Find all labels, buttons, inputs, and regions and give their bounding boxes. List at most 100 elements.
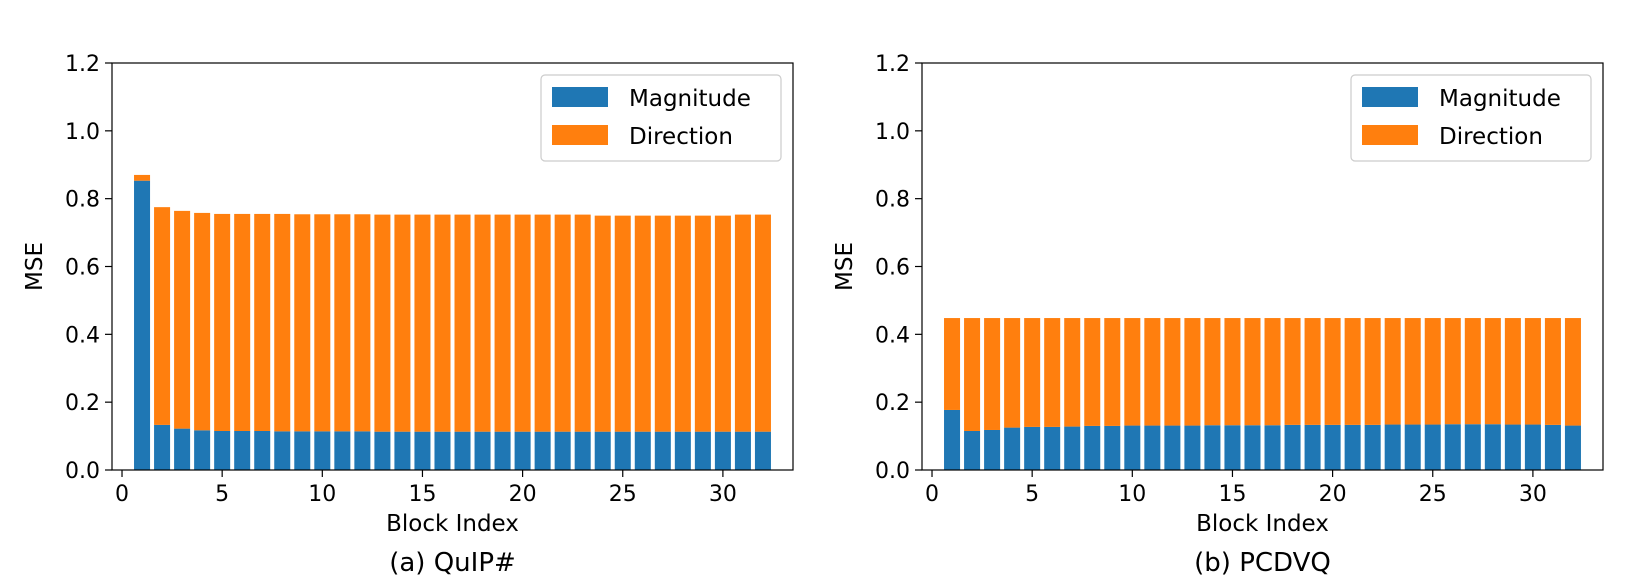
bar-magnitude-1 <box>944 409 961 470</box>
bar-direction-27 <box>654 215 671 432</box>
y-tick-label-0: 0.0 <box>875 459 910 484</box>
legend-label-direction: Direction <box>1439 124 1543 150</box>
x-tick-label-15: 15 <box>408 482 436 507</box>
bar-direction-17 <box>454 214 471 432</box>
bar-direction-31 <box>1544 318 1561 425</box>
bar-magnitude-24 <box>1404 424 1421 470</box>
bar-magnitude-30 <box>714 431 731 470</box>
bar-magnitude-28 <box>674 431 691 470</box>
bar-magnitude-7 <box>1064 426 1081 470</box>
bar-direction-5 <box>1024 318 1041 427</box>
panel-quip: 0 5 10 15 20 25 30 0.0 0.2 0.4 0.6 0.8 1.0 1.2 Block I… <box>22 52 794 578</box>
bar-magnitude-20 <box>514 431 531 470</box>
bar-magnitude-7 <box>254 431 271 470</box>
bar-direction-29 <box>1504 318 1521 425</box>
bar-direction-6 <box>1044 318 1061 427</box>
bar-magnitude-23 <box>574 431 591 470</box>
y-tick-label-4: 0.8 <box>65 188 100 213</box>
x-tick-label-30: 30 <box>709 482 737 507</box>
bar-magnitude-27 <box>654 431 671 470</box>
bar-magnitude-12 <box>1164 425 1181 470</box>
bar-direction-23 <box>574 214 591 432</box>
y-axis-label: MSE <box>832 242 858 291</box>
legend: Magnitude Direction <box>1350 74 1592 162</box>
bar-direction-12 <box>1164 318 1181 426</box>
legend-swatch-magnitude <box>1362 87 1418 107</box>
bar-direction-25 <box>614 215 631 432</box>
bar-magnitude-15 <box>1224 425 1241 470</box>
bar-magnitude-21 <box>1344 424 1361 470</box>
bar-magnitude-16 <box>1244 425 1261 470</box>
bar-magnitude-32 <box>754 431 771 470</box>
bar-magnitude-3 <box>174 428 191 470</box>
bar-direction-26 <box>1444 318 1461 425</box>
bar-magnitude-18 <box>474 431 491 470</box>
bar-direction-24 <box>1404 318 1421 425</box>
bar-direction-7 <box>1064 318 1081 427</box>
bar-direction-11 <box>1144 318 1161 426</box>
bar-direction-19 <box>494 214 511 432</box>
legend: Magnitude Direction <box>540 74 782 162</box>
bar-direction-30 <box>1524 318 1541 425</box>
y-tick-label-3: 0.6 <box>875 256 910 281</box>
y-axis-label: MSE <box>22 242 48 291</box>
bar-direction-16 <box>1244 318 1261 426</box>
x-tick-label-25: 25 <box>609 482 637 507</box>
bar-direction-22 <box>554 214 571 432</box>
bar-magnitude-27 <box>1464 424 1481 470</box>
bar-direction-11 <box>334 214 351 432</box>
bar-direction-28 <box>674 215 691 432</box>
bar-direction-8 <box>274 213 291 432</box>
bar-magnitude-25 <box>614 431 631 470</box>
legend-swatch-magnitude <box>552 87 608 107</box>
bar-magnitude-11 <box>1144 425 1161 470</box>
bar-direction-14 <box>394 214 411 432</box>
bar-direction-32 <box>754 214 771 432</box>
bar-direction-31 <box>734 214 751 432</box>
y-tick-label-5: 1.0 <box>875 120 910 145</box>
bar-magnitude-9 <box>1104 425 1121 470</box>
bar-magnitude-25 <box>1424 424 1441 470</box>
bar-magnitude-9 <box>294 431 311 470</box>
bar-magnitude-16 <box>434 431 451 470</box>
x-tick-label-5: 5 <box>1025 482 1039 507</box>
bar-direction-13 <box>1184 318 1201 426</box>
bar-magnitude-10 <box>1124 425 1141 470</box>
y-tick-label-4: 0.8 <box>875 188 910 213</box>
bar-direction-19 <box>1304 318 1321 425</box>
panel-caption: (b) PCDVQ <box>1194 548 1331 578</box>
bar-magnitude-8 <box>1084 425 1101 470</box>
legend-swatch-direction <box>552 125 608 145</box>
bar-magnitude-26 <box>1444 424 1461 470</box>
bar-magnitude-21 <box>534 431 551 470</box>
bar-direction-26 <box>634 215 651 432</box>
bar-direction-4 <box>194 212 211 431</box>
bar-magnitude-14 <box>1204 425 1221 470</box>
bar-direction-30 <box>714 215 731 432</box>
x-tick-label-0: 0 <box>925 482 939 507</box>
bar-direction-10 <box>1124 318 1141 426</box>
bar-magnitude-4 <box>1004 427 1021 470</box>
bar-magnitude-14 <box>394 431 411 470</box>
x-axis-label: Block Index <box>386 511 519 537</box>
legend-swatch-direction <box>1362 125 1418 145</box>
bar-direction-21 <box>1344 318 1361 425</box>
legend-label-magnitude: Magnitude <box>1439 86 1561 112</box>
bar-direction-16 <box>434 214 451 432</box>
y-tick-label-6: 1.2 <box>875 52 910 77</box>
bar-magnitude-26 <box>634 431 651 470</box>
y-tick-label-3: 0.6 <box>65 256 100 281</box>
x-tick-label-20: 20 <box>1319 482 1347 507</box>
x-tick-label-25: 25 <box>1419 482 1447 507</box>
bar-direction-32 <box>1564 318 1581 426</box>
bar-magnitude-30 <box>1524 424 1541 470</box>
bar-magnitude-32 <box>1564 425 1581 470</box>
panel-caption: (a) QuIP# <box>389 548 516 578</box>
bar-magnitude-23 <box>1384 424 1401 470</box>
bar-magnitude-1 <box>134 180 151 470</box>
bar-magnitude-6 <box>234 431 251 470</box>
x-tick-label-15: 15 <box>1218 482 1246 507</box>
bar-direction-9 <box>1104 318 1121 426</box>
bar-direction-1 <box>134 174 151 181</box>
bar-magnitude-6 <box>1044 426 1061 470</box>
